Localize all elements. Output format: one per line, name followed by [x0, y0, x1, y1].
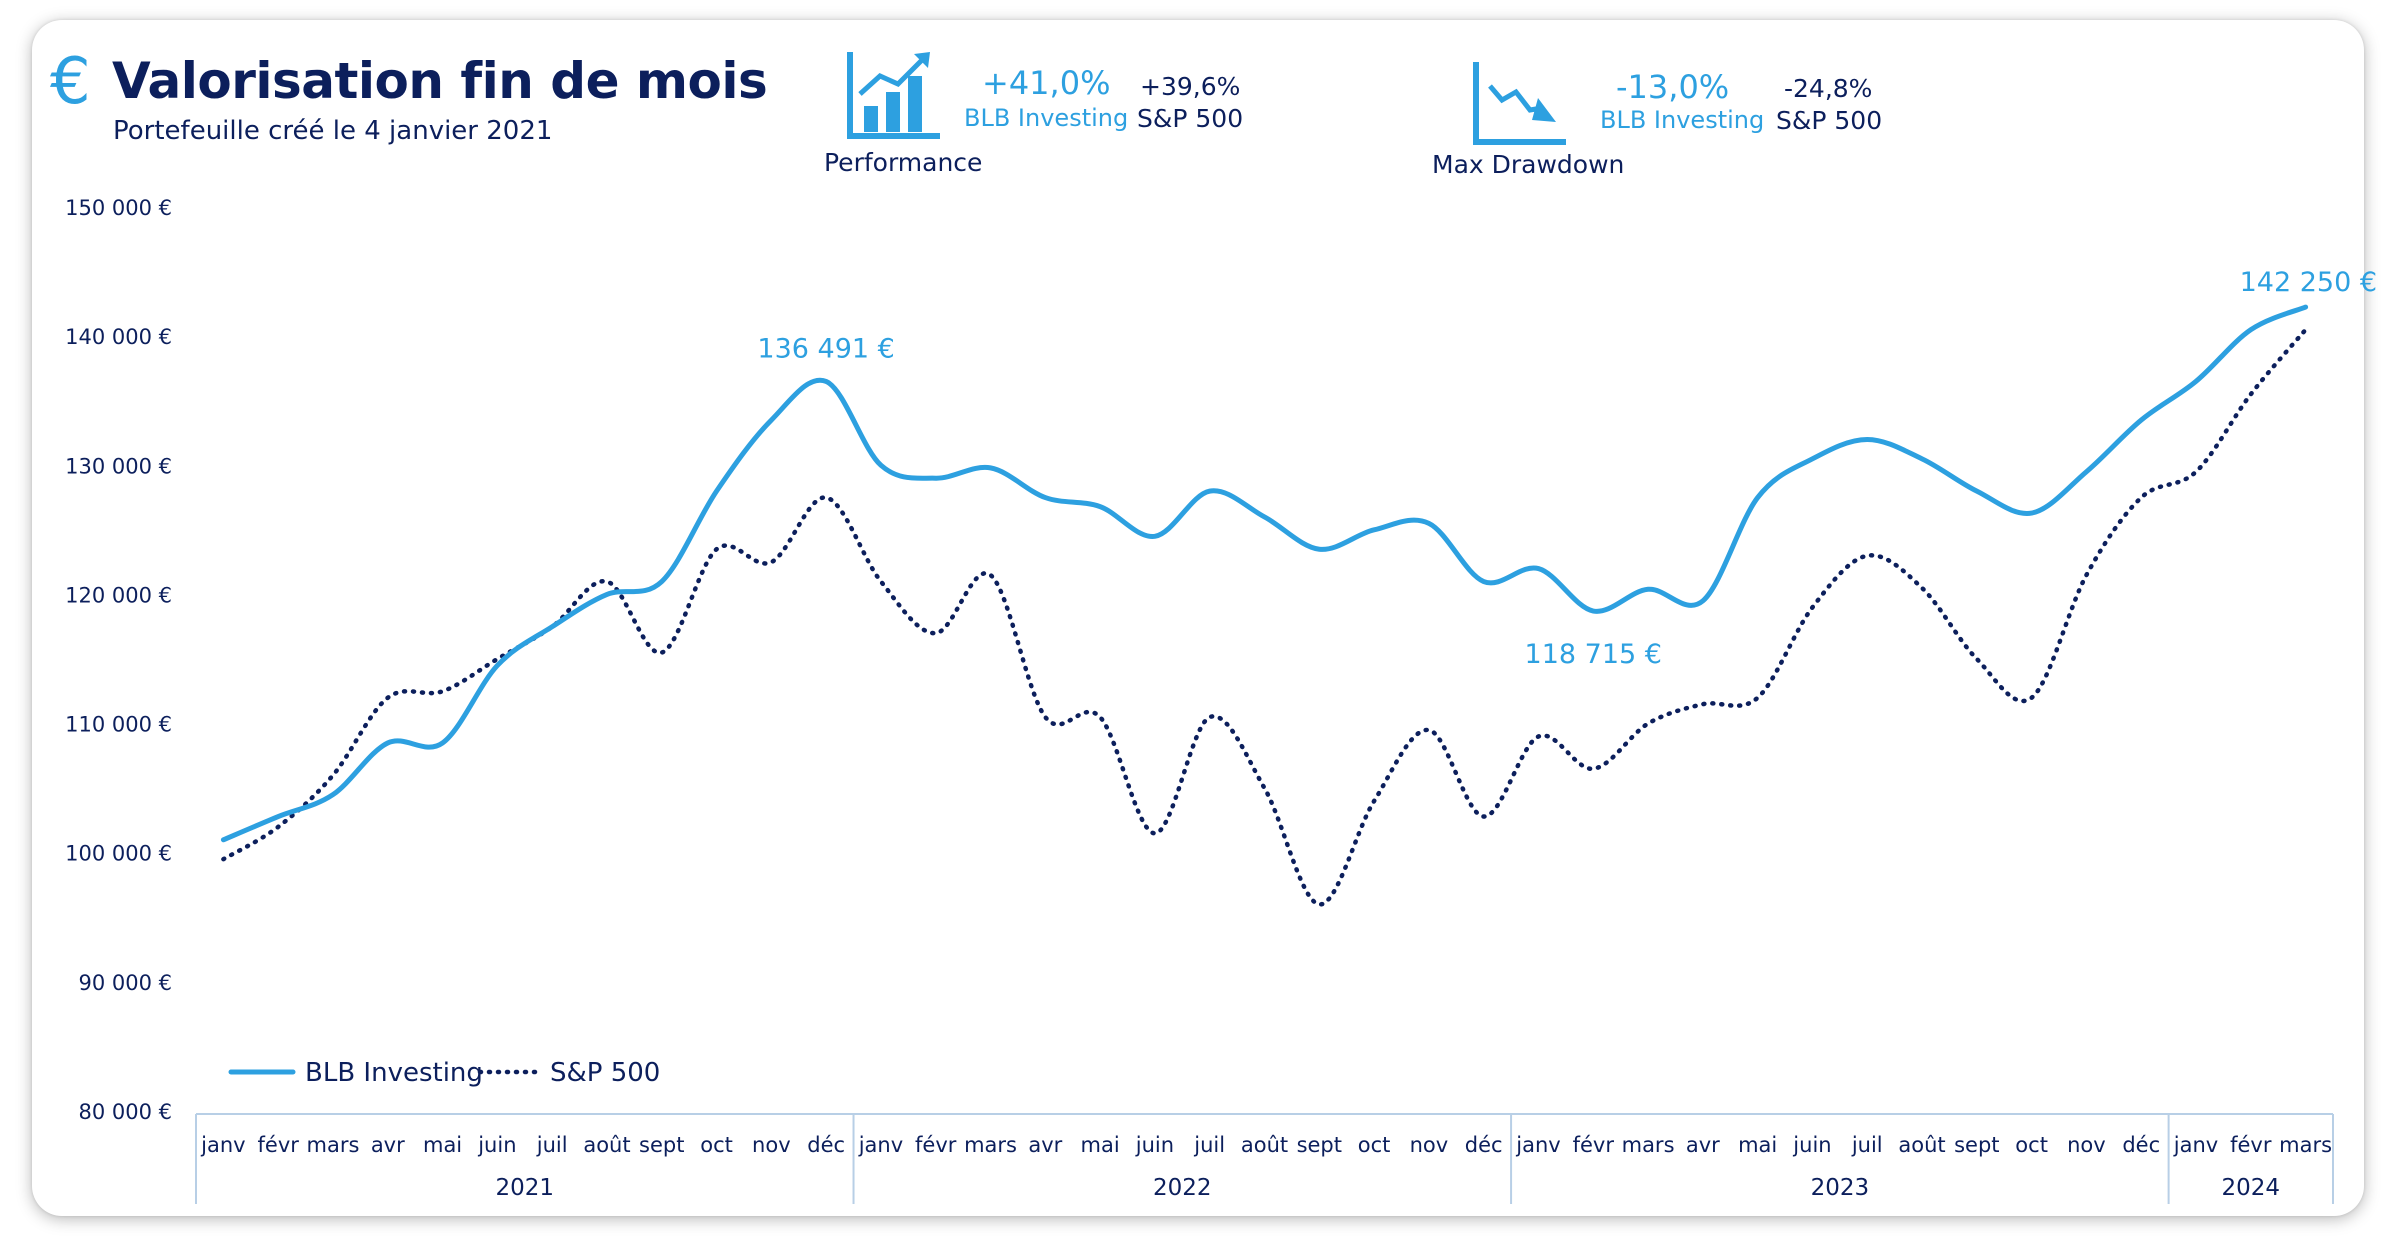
x-axis: janv févr mars avr mai juin juil août sept oct nov…: [195, 1113, 2334, 1204]
legend-label-sp500: S&P 500: [550, 1058, 660, 1088]
x-tick-label: oct: [1358, 1133, 1391, 1157]
x-tick-label: mai: [1738, 1133, 1777, 1157]
year-label: 2024: [2222, 1175, 2281, 1201]
x-tick-label: juil: [1851, 1133, 1883, 1157]
x-tick-label: déc: [1465, 1133, 1503, 1157]
x-tick-label: févr: [1573, 1133, 1615, 1157]
performance-portfolio-value: +41,0%: [982, 64, 1111, 102]
year-label: 2022: [1153, 1175, 1212, 1201]
x-tick-label: sept: [1297, 1133, 1342, 1157]
x-tick-label: janv: [2173, 1133, 2218, 1157]
year-label: 2023: [1811, 1175, 1870, 1201]
data-label: 142 250 €: [2240, 267, 2377, 298]
rising-bar-chart-icon: [847, 52, 940, 139]
x-tick-label: avr: [371, 1133, 405, 1157]
x-tick-label: nov: [2067, 1133, 2106, 1157]
x-tick-label: mai: [423, 1133, 462, 1157]
data-label: 118 715 €: [1525, 639, 1662, 670]
x-tick-label: août: [1241, 1133, 1288, 1157]
page-subtitle: Portefeuille créé le 4 janvier 2021: [113, 116, 553, 146]
falling-line-chart-icon: [1473, 62, 1566, 145]
euro-icon: €: [50, 45, 91, 119]
y-tick-label: 120 000 €: [65, 583, 172, 607]
series-line-s-p-500: [221, 327, 2308, 907]
x-tick-label: août: [1898, 1133, 1945, 1157]
y-tick-label: 80 000 €: [78, 1100, 172, 1124]
x-tick-label: oct: [2015, 1133, 2048, 1157]
y-tick-label: 110 000 €: [65, 713, 172, 737]
x-tick-label: févr: [258, 1133, 300, 1157]
x-tick-label: janv: [1515, 1133, 1560, 1157]
x-tick-label: sept: [1954, 1133, 1999, 1157]
x-tick-label: nov: [752, 1133, 791, 1157]
year-label: 2021: [495, 1175, 554, 1201]
chart-card: [32, 20, 2364, 1216]
x-tick-label: sept: [639, 1133, 684, 1157]
x-tick-label: janv: [200, 1133, 245, 1157]
x-tick-label: juil: [536, 1133, 568, 1157]
x-tick-label: mai: [1081, 1133, 1120, 1157]
x-tick-label: mars: [307, 1133, 360, 1157]
y-tick-label: 130 000 €: [65, 454, 172, 478]
y-tick-label: 100 000 €: [65, 842, 172, 866]
x-tick-label: déc: [2122, 1133, 2160, 1157]
x-tick-label: nov: [1410, 1133, 1449, 1157]
series-layer: [220, 304, 2309, 907]
x-tick-label: août: [583, 1133, 630, 1157]
x-tick-label: janv: [858, 1133, 903, 1157]
x-tick-label: avr: [1686, 1133, 1720, 1157]
x-tick-label: mars: [2279, 1133, 2332, 1157]
y-axis: 80 000 € 90 000 € 100 000 € 110 000 € 120 00…: [65, 196, 172, 1124]
x-tick-label: juin: [1792, 1133, 1831, 1157]
drawdown-portfolio-value: -13,0%: [1616, 68, 1730, 106]
data-label: 136 491 €: [757, 333, 894, 364]
x-tick-label: févr: [2230, 1133, 2272, 1157]
x-tick-label: avr: [1028, 1133, 1062, 1157]
x-tick-label: juin: [477, 1133, 516, 1157]
x-tick-label: juin: [1135, 1133, 1174, 1157]
y-tick-label: 140 000 €: [65, 325, 172, 349]
performance-portfolio-name: BLB Investing: [964, 104, 1129, 132]
x-tick-label: juil: [1193, 1133, 1225, 1157]
y-tick-label: 150 000 €: [65, 196, 172, 220]
page-title: Valorisation fin de mois: [112, 52, 768, 110]
drawdown-benchmark-value: -24,8%: [1784, 74, 1873, 103]
drawdown-portfolio-name: BLB Investing: [1600, 106, 1765, 134]
x-tick-label: mars: [1622, 1133, 1675, 1157]
annotation-layer: 136 491 € 118 715 € 142 250 €: [757, 267, 2377, 670]
x-tick-label: févr: [915, 1133, 957, 1157]
drawdown-benchmark-name: S&P 500: [1776, 106, 1883, 135]
performance-benchmark-value: +39,6%: [1140, 72, 1241, 101]
performance-label: Performance: [824, 148, 983, 177]
performance-benchmark-name: S&P 500: [1137, 104, 1244, 133]
x-tick-label: oct: [700, 1133, 733, 1157]
legend-label-blb-investing: BLB Investing: [305, 1058, 483, 1088]
x-tick-label: mars: [964, 1133, 1017, 1157]
series-line-blb-investing: [220, 304, 2309, 843]
drawdown-label: Max Drawdown: [1432, 150, 1625, 179]
chart-legend: BLB Investing S&P 500: [228, 1058, 660, 1088]
x-tick-label: déc: [807, 1133, 845, 1157]
y-tick-label: 90 000 €: [78, 971, 172, 995]
